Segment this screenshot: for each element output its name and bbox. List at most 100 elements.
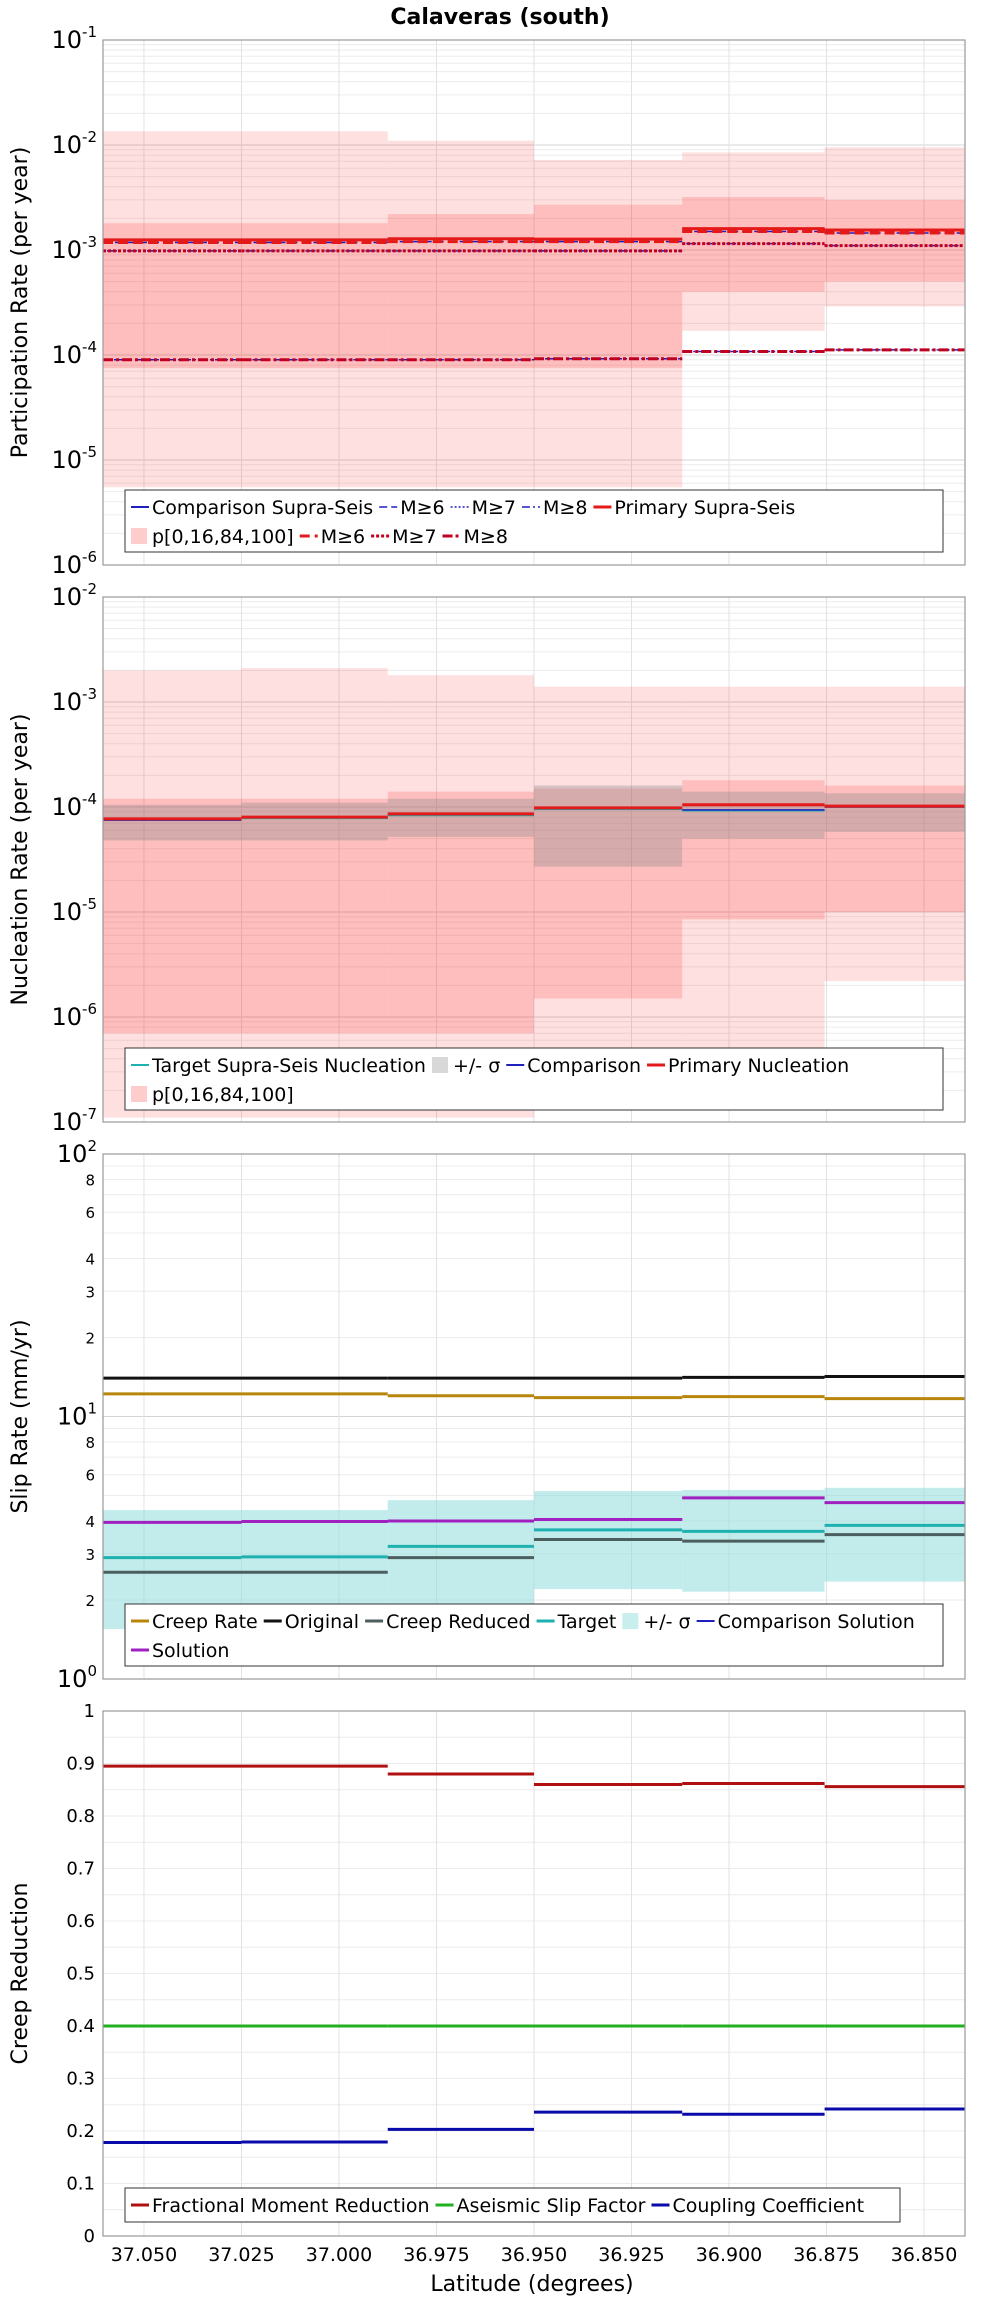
participation-legend-label-1-1: M≥6 xyxy=(321,526,365,548)
slip-y-minor-tick-label: 6 xyxy=(85,1467,95,1485)
nucleation-y-tick-label: 10-4 xyxy=(51,790,97,821)
creep-legend: Fractional Moment Reduction Aseismic Slip… xyxy=(124,2187,901,2223)
participation-legend-label-1-0: p[0,16,84,100] xyxy=(152,526,294,548)
participation-band-1-section-1 xyxy=(241,223,388,369)
creep-y-tick-label: 0.2 xyxy=(66,2121,95,2142)
chart-panels: 10-6 10-5 10-4 10-3 10-2 10-1 Participation Ra… xyxy=(8,23,966,2266)
x-tick-label: 36.875 xyxy=(793,2244,859,2266)
x-tick-label: 37.025 xyxy=(208,2244,274,2266)
participation-band-0-section-1 xyxy=(241,131,388,488)
creep-y-tick-label: 0.7 xyxy=(66,1859,95,1880)
participation-y-axis-label: Participation Rate (per year) xyxy=(8,147,33,459)
creep-grid xyxy=(103,1710,965,2237)
x-tick-label: 36.950 xyxy=(501,2244,567,2266)
slip-legend-swatch-0-4 xyxy=(622,1613,639,1629)
slip-legend-label-0-0: Creep Rate xyxy=(152,1611,258,1633)
participation-band-0-section-3 xyxy=(534,159,683,488)
participation-legend-label-1-2: M≥7 xyxy=(392,526,436,548)
slip-y-tick-label: 100 xyxy=(57,1662,97,1693)
slip-legend: Creep Rate Original Creep Reduced Target +/-… xyxy=(124,1603,944,1667)
participation-band-1-section-2 xyxy=(387,214,534,369)
participation-y-tick-label: 10-2 xyxy=(51,128,97,159)
nucleation-band-0-section-5 xyxy=(824,686,965,982)
nucleation-legend: Target Supra-Seis Nucleation +/- σ Compari… xyxy=(124,1047,944,1111)
nucleation-band-2-section-1 xyxy=(241,802,388,841)
nucleation-legend-label-0-0: Target Supra-Seis Nucleation xyxy=(151,1055,426,1077)
slip-legend-label-0-1: Original xyxy=(285,1611,359,1633)
nucleation-band-1-section-1 xyxy=(241,798,388,1034)
participation-legend-label-0-1: M≥6 xyxy=(400,497,444,519)
participation-y-tick-label: 10-6 xyxy=(51,548,97,579)
nucleation-band-2-section-5 xyxy=(824,793,965,832)
participation-legend-swatch-1-0 xyxy=(131,528,147,544)
participation-y-tick-label: 10-1 xyxy=(51,23,97,54)
nucleation-band-0-section-3 xyxy=(534,686,683,1098)
nucleation-y-tick-label: 10-5 xyxy=(51,895,97,926)
participation-band-0-section-4 xyxy=(682,152,825,331)
slip-legend-label-1-0: Solution xyxy=(152,1640,229,1662)
slip-y-tick-label: 102 xyxy=(57,1137,97,1168)
nucleation-band-2-section-4 xyxy=(682,791,825,839)
slip-y-minor-tick-label: 2 xyxy=(85,1592,95,1610)
nucleation-band-2-section-3 xyxy=(534,785,683,867)
slip-y-minor-tick-label: 4 xyxy=(85,1250,95,1268)
participation-band-1-section-5 xyxy=(824,199,965,282)
creep-y-tick-label: 1 xyxy=(84,1701,95,1722)
participation-legend-label-0-2: M≥7 xyxy=(472,497,516,519)
nucleation-legend-swatch-0-1 xyxy=(431,1057,448,1073)
nucleation-y-tick-label: 10-6 xyxy=(51,1000,97,1031)
nucleation-band-0-section-1 xyxy=(241,668,388,1118)
slip-legend-label-0-2: Creep Reduced xyxy=(386,1611,530,1633)
slip-y-minor-tick-label: 4 xyxy=(85,1513,95,1531)
x-tick-label: 36.850 xyxy=(891,2244,957,2266)
participation-y-tick-label: 10-5 xyxy=(51,443,97,474)
nucleation-band-1-section-2 xyxy=(387,791,534,1034)
x-tick-label: 37.050 xyxy=(111,2244,177,2266)
slip-y-minor-tick-label: 3 xyxy=(85,1546,95,1564)
creep-y-tick-label: 0.1 xyxy=(66,2174,95,2195)
slip-y-tick-label: 101 xyxy=(57,1400,97,1431)
creep-y-tick-label: 0.6 xyxy=(66,1911,95,1932)
creep-y-tick-label: 0 xyxy=(84,2226,95,2247)
creep-plot-frame xyxy=(102,1710,966,2237)
nucleation-y-axis-label: Nucleation Rate (per year) xyxy=(8,714,33,1006)
participation-plot-frame xyxy=(102,39,966,566)
participation-legend-label-0-0: Comparison Supra-Seis xyxy=(152,497,373,519)
nucleation-legend-label-0-3: Primary Nucleation xyxy=(668,1055,849,1077)
nucleation-band-0-section-2 xyxy=(387,675,534,1118)
creep-y-tick-label: 0.5 xyxy=(66,1964,95,1985)
participation-legend: Comparison Supra-Seis M≥6 M≥7 M≥8 Primary Su… xyxy=(124,489,944,553)
slip-legend-label-0-3: Target xyxy=(557,1611,617,1633)
slip-y-minor-tick-label: 2 xyxy=(85,1329,95,1347)
nucleation-y-tick-label: 10-3 xyxy=(51,685,97,716)
x-tick-label: 36.975 xyxy=(403,2244,469,2266)
nucleation-plot-frame xyxy=(102,596,966,1123)
slip-y-minor-tick-label: 6 xyxy=(85,1204,95,1222)
x-tick-label: 36.925 xyxy=(598,2244,664,2266)
x-axis-ticks: 37.050 37.025 37.000 36.975 36.950 36.925 36.9… xyxy=(111,2244,958,2266)
nucleation-band-1-section-3 xyxy=(534,788,683,999)
creep-y-tick-label: 0.4 xyxy=(66,2016,95,2037)
creep-y-axis-label: Creep Reduction xyxy=(8,1883,33,2065)
participation-band-0-section-2 xyxy=(387,140,534,488)
x-tick-label: 36.900 xyxy=(696,2244,762,2266)
participation-legend-label-0-4: Primary Supra-Seis xyxy=(614,497,795,519)
creep-y-tick-label: 0.8 xyxy=(66,1806,95,1827)
slip-y-minor-tick-label: 3 xyxy=(85,1283,95,1301)
creep-y-tick-label: 0.9 xyxy=(66,1754,95,1775)
participation-band-0-section-5 xyxy=(824,147,965,307)
slip-y-minor-tick-label: 8 xyxy=(85,1171,95,1189)
participation-legend-label-0-3: M≥8 xyxy=(543,497,587,519)
nucleation-legend-label-0-1: +/- σ xyxy=(453,1055,500,1077)
nucleation-legend-swatch-1-0 xyxy=(131,1086,147,1102)
participation-legend-label-1-3: M≥8 xyxy=(464,526,508,548)
slip-y-minor-tick-label: 8 xyxy=(85,1434,95,1452)
slip-plot-frame xyxy=(102,1153,966,1680)
participation-y-tick-label: 10-3 xyxy=(51,233,97,264)
nucleation-y-tick-label: 10-2 xyxy=(51,580,97,611)
participation-y-tick-label: 10-4 xyxy=(51,338,97,369)
nucleation-panel: 10-7 10-6 10-5 10-4 10-3 10-2 Nucleation Rate … xyxy=(8,580,966,1136)
nucleation-y-tick-label: 10-7 xyxy=(51,1105,97,1136)
nucleation-band-2-section-2 xyxy=(387,798,534,837)
